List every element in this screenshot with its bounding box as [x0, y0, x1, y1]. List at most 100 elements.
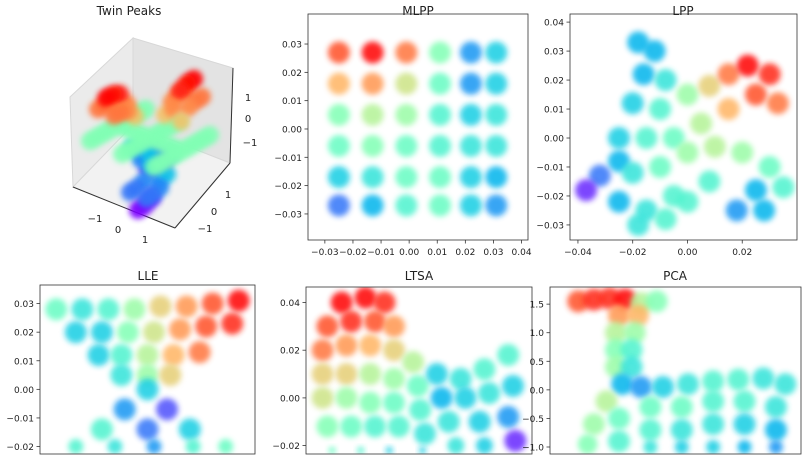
x-tick-label: 0.04 [512, 248, 532, 258]
scatter-point [361, 134, 384, 157]
scatter-point [137, 189, 155, 208]
y-tick-label: −1.0 [522, 444, 544, 454]
y-tick-label: −0.5 [522, 415, 544, 425]
scatter-point [145, 158, 163, 176]
scatter-point [429, 134, 452, 157]
scatter-point [753, 199, 776, 222]
scatter-point [454, 386, 477, 409]
x-tick-label: 0 [115, 225, 121, 236]
scatter-point [395, 103, 418, 126]
y-tick-label: 0.02 [280, 347, 300, 357]
scatter-point [501, 374, 524, 397]
scatter-point [81, 132, 99, 150]
y-tick-label: 0.00 [280, 394, 300, 404]
scatter-point [221, 312, 244, 335]
y-tick-label: 1.0 [530, 329, 545, 339]
scatter-point [110, 344, 133, 367]
scatter-point [383, 391, 406, 414]
scatter-point [383, 367, 406, 390]
scatter-point [608, 430, 631, 453]
scatter-point [588, 164, 611, 187]
scatter-point [473, 358, 496, 381]
scatter-point [575, 179, 598, 202]
y-tick-label: 0.00 [544, 135, 564, 145]
scatter-point [485, 103, 508, 126]
title-pca: PCA [663, 269, 687, 283]
scatter-point [357, 446, 365, 454]
scatter-point [227, 289, 250, 312]
scatter-point [409, 398, 432, 421]
y-tick-label: 0.5 [530, 358, 544, 368]
scatter-point [725, 199, 748, 222]
scatter-point [159, 364, 182, 387]
y-tick-label: −0.01 [6, 414, 34, 424]
scatter-point [361, 166, 384, 189]
scatter-point [620, 338, 643, 361]
scatter-point [195, 315, 218, 338]
scatter-point [87, 344, 110, 367]
scatter-point [136, 344, 159, 367]
scatter-point [359, 363, 382, 386]
scatter-point [136, 418, 159, 441]
scatter-point [744, 179, 767, 202]
y-tick-label: 0.03 [14, 300, 34, 310]
scatter-point [758, 63, 781, 86]
scatter-point [429, 41, 452, 64]
scatter-point [651, 376, 674, 398]
scatter-point [395, 166, 418, 189]
y-tick-label: 0 [211, 207, 217, 218]
scatter-point [598, 287, 621, 310]
title-lle: LLE [137, 269, 159, 283]
scatter-point [143, 321, 166, 344]
y-tick-label: 0.03 [544, 48, 564, 58]
scatter-point [330, 291, 353, 314]
scatter-point [146, 439, 162, 454]
scatter-point [328, 446, 336, 454]
scatter-point [429, 72, 452, 95]
y-tick-label: 1 [225, 190, 231, 201]
scatter-point [703, 135, 726, 158]
scatter-point [670, 396, 693, 418]
scatter-point [90, 418, 113, 441]
scatter-point [311, 386, 334, 409]
scatter-point [116, 321, 139, 344]
scatter-point [459, 194, 482, 217]
scatter-point [97, 298, 120, 321]
scatter-point [430, 386, 453, 409]
z-tick-label: −1 [243, 138, 258, 149]
scatter-point [626, 304, 649, 327]
scatter-point [121, 183, 139, 202]
y-tick-label: −0.03 [274, 210, 302, 220]
scatter-point [327, 134, 350, 157]
scatter-point [361, 41, 384, 64]
scatter-point [654, 208, 677, 231]
scatter-point [123, 298, 146, 321]
scatter-point [731, 141, 754, 164]
scatter-point [621, 92, 644, 115]
scatter-point [175, 295, 198, 318]
scatter-point [706, 440, 721, 454]
scatter-point [383, 339, 406, 362]
scatter-point [327, 72, 350, 95]
scatter-point [643, 40, 666, 63]
x-tick-label: −0.02 [619, 248, 647, 258]
y-tick-label: −1 [198, 224, 213, 235]
scatter-point [737, 440, 752, 454]
scatter-point [113, 398, 136, 421]
scatter-point [698, 170, 721, 193]
scatter-point [645, 290, 668, 313]
scatter-point [97, 89, 115, 107]
scatter-point [327, 194, 350, 217]
scatter-point [608, 190, 631, 213]
ltsa-frame [305, 286, 533, 455]
scatter-point [690, 112, 713, 135]
x-tick-label: 0.03 [483, 248, 503, 258]
scatter-point [316, 415, 339, 438]
scatter-point [702, 413, 725, 436]
scatter-point [105, 106, 123, 125]
scatter-point [425, 363, 448, 386]
lpp-points [575, 31, 795, 236]
scatter-point [627, 213, 650, 236]
y-tick-label: 0.00 [14, 386, 34, 396]
scatter-point [171, 82, 189, 100]
